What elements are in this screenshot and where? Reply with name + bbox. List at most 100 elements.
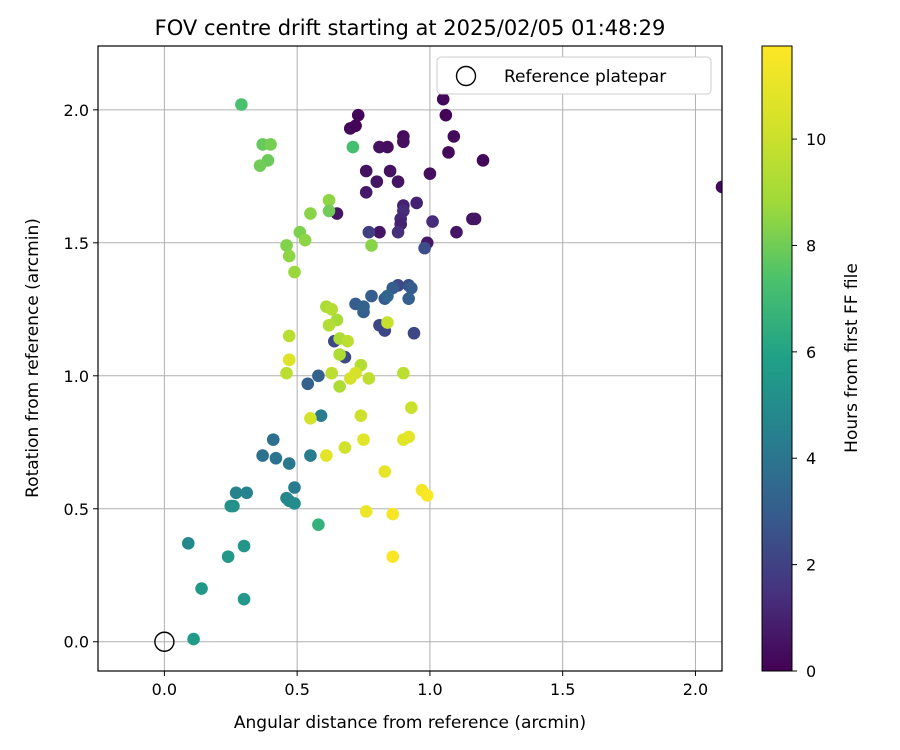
y-tick-label: 1.5 [64, 234, 89, 253]
legend-entry-reference: Reference platepar [504, 67, 666, 87]
scatter-point [282, 249, 296, 263]
scatter-point [266, 433, 280, 446]
scatter-point [362, 372, 376, 385]
scatter-point [386, 507, 400, 521]
scatter-point [362, 225, 376, 239]
scatter-point [280, 366, 293, 380]
scatter-point [221, 550, 235, 563]
scatter-point [386, 550, 400, 563]
legend: Reference platepar [436, 56, 712, 95]
scatter-point [333, 380, 346, 393]
scatter-point [397, 433, 410, 446]
scatter-point [280, 239, 293, 252]
scatter-point [237, 539, 251, 553]
scatter-point [312, 518, 325, 532]
x-tick-label: 0.0 [152, 680, 177, 699]
scatter-point [359, 185, 373, 199]
scatter-point [312, 369, 325, 383]
scatter-point [397, 135, 410, 149]
scatter-point [378, 465, 392, 478]
scatter-point [338, 441, 352, 454]
x-tick-label: 2.0 [683, 680, 708, 699]
colorbar-ticks: 0 2 4 6 8 10 [792, 130, 826, 681]
scatter-point [181, 537, 195, 550]
scatter-point [420, 489, 434, 502]
scatter-point [439, 108, 453, 122]
colorbar: 0 2 4 6 8 10 Hours from first FF file [761, 45, 862, 681]
scatter-point [407, 326, 421, 340]
scatter-point [346, 140, 360, 154]
scatter-point [391, 175, 405, 188]
x-tick-label: 1.5 [550, 680, 575, 699]
scatter-point [253, 159, 267, 172]
scatter-point [322, 318, 336, 332]
scatter-point [365, 239, 378, 252]
reference-marker-group [154, 631, 175, 652]
scatter-point [715, 180, 722, 194]
scatter-point [373, 225, 386, 239]
x-tick-label: 1.0 [417, 680, 442, 699]
scatter-point [304, 412, 317, 425]
scatter-point [447, 130, 461, 143]
scatter-point [359, 164, 373, 178]
scatter-point [381, 316, 394, 329]
scatter-point [264, 138, 277, 151]
scatter-point [359, 505, 373, 518]
scatter-point [397, 366, 410, 380]
scatter-point [381, 289, 394, 303]
scatter-point [320, 449, 333, 462]
scatter-point [187, 632, 200, 646]
scatter-point [269, 451, 283, 465]
y-tick-label: 2.0 [64, 101, 89, 120]
scatter-point [405, 401, 418, 415]
scatter-point [224, 499, 238, 513]
y-tick-label: 1.0 [64, 367, 89, 386]
scatter-point [354, 409, 368, 422]
y-tick-label: 0.0 [64, 633, 89, 652]
legend-box [436, 56, 712, 95]
scatter-point [381, 140, 394, 154]
scatter-point [282, 353, 296, 367]
scatter-point [436, 92, 450, 106]
colorbar-label: Hours from first FF file [842, 263, 862, 453]
x-axis-ticks: 0.0 0.5 1.0 1.5 2.0 [152, 671, 708, 699]
scatter-point [468, 212, 482, 226]
scatter-point [357, 300, 370, 313]
scatter-point [357, 433, 370, 446]
colorbar-tick-label: 8 [806, 236, 816, 255]
colorbar-tick-label: 4 [806, 449, 816, 468]
scatter-point [237, 592, 251, 606]
scatter-point [288, 497, 301, 510]
plot-frame [97, 45, 723, 672]
scatter-point [391, 225, 405, 239]
scatter-point [333, 348, 346, 361]
scatter-point [304, 207, 317, 220]
legend-marker-icon [455, 65, 477, 87]
grid-lines [98, 46, 722, 671]
scatter-point [351, 108, 365, 122]
scatter-point [423, 167, 437, 180]
scatter-point [282, 457, 296, 470]
scatter-point [314, 409, 328, 422]
scatter-point [341, 334, 354, 348]
colorbar-tick-label: 0 [806, 662, 816, 681]
scatter-point [349, 119, 362, 133]
chart-title: FOV centre drift starting at 2025/02/05 … [155, 16, 666, 40]
x-tick-label: 0.5 [284, 680, 309, 699]
scatter-point [256, 449, 269, 462]
scatter-point [195, 582, 208, 595]
scatter-point [322, 204, 336, 218]
scatter-point [322, 193, 336, 207]
colorbar-tick-label: 6 [806, 343, 816, 362]
scatter-point [402, 292, 415, 305]
scatter-point [343, 372, 357, 385]
colorbar-tick-label: 2 [806, 556, 816, 575]
scatter-point [418, 241, 431, 255]
colorbar-tick-label: 10 [806, 130, 826, 149]
y-tick-label: 0.5 [64, 500, 89, 519]
y-axis-ticks: 0.0 0.5 1.0 1.5 2.0 [64, 101, 98, 652]
y-axis-label: Rotation from reference (arcmin) [23, 218, 43, 498]
scatter-point [476, 154, 490, 167]
